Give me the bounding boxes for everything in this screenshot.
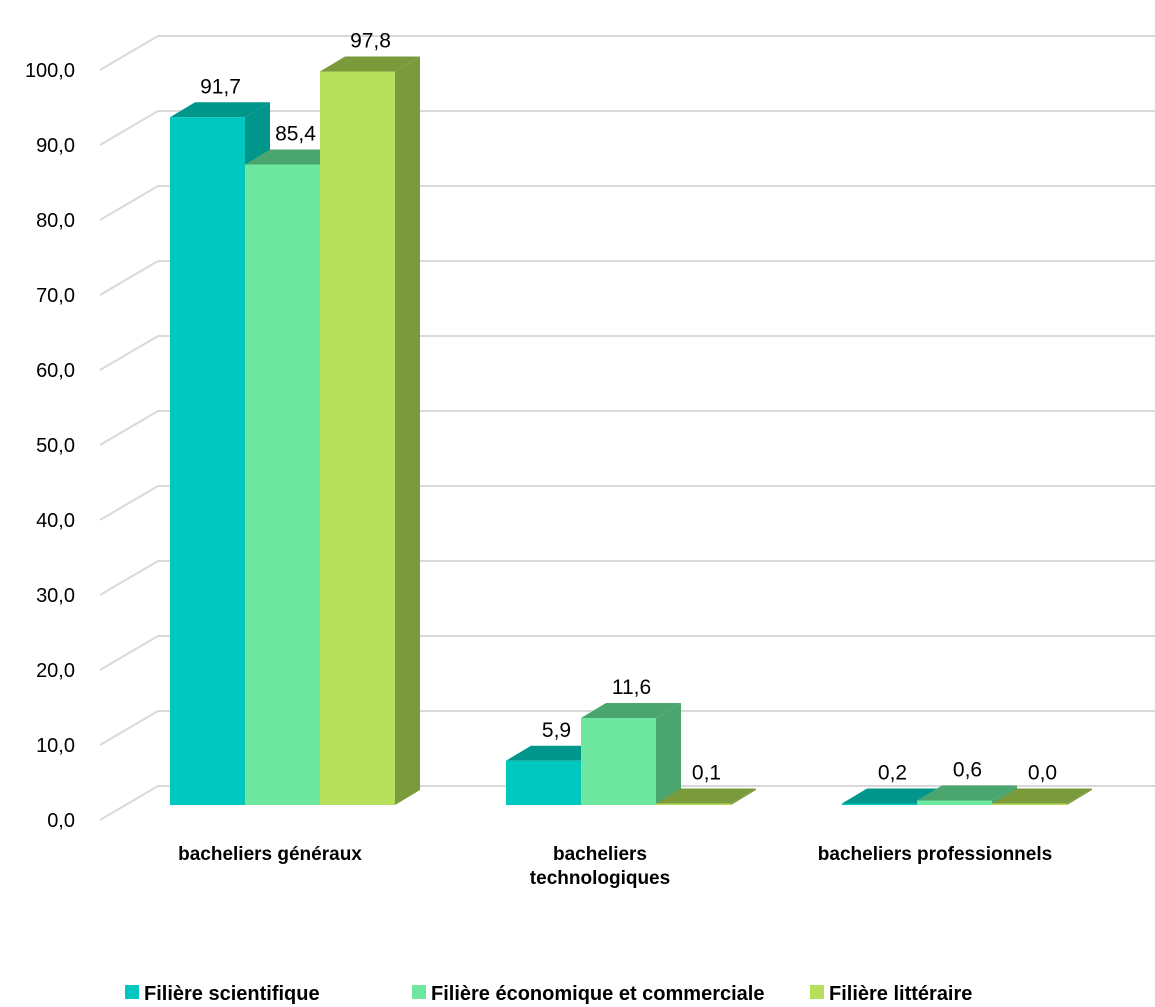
category-label: bacheliers: [553, 844, 647, 865]
gridline-diagonal: [99, 785, 159, 821]
bar[interactable]: [842, 803, 917, 806]
gridline-diagonal: [99, 710, 159, 746]
bar-top: [170, 102, 270, 118]
gridline-diagonal: [99, 110, 159, 146]
bar-top: [320, 56, 420, 72]
legend-swatch: [412, 985, 426, 999]
data-label: 5,9: [542, 719, 571, 742]
gridline-diagonal: [99, 335, 159, 371]
data-label: 11,6: [612, 676, 651, 699]
data-label: 85,4: [275, 123, 316, 146]
gridline-diagonal: [99, 560, 159, 596]
legend-label: Filière économique et commerciale: [431, 983, 764, 1005]
bar[interactable]: [917, 800, 992, 806]
bar[interactable]: [245, 164, 320, 806]
bar-side: [656, 703, 681, 805]
bar-side: [395, 56, 420, 805]
y-tick-label: 50,0: [36, 435, 75, 457]
category-label: bacheliers professionnels: [818, 844, 1052, 865]
bar[interactable]: [320, 71, 395, 806]
data-label: 97,8: [350, 30, 391, 53]
bar-side: [731, 788, 756, 805]
gridline-diagonal: [99, 485, 159, 521]
legend-label: Filière scientifique: [144, 983, 320, 1005]
gridline-diagonal: [99, 635, 159, 671]
bar-top: [842, 788, 942, 804]
y-tick-label: 60,0: [36, 360, 75, 382]
bar-top: [656, 788, 756, 804]
y-tick-label: 100,0: [25, 60, 75, 82]
bar-side: [1067, 788, 1092, 805]
category-label: bacheliers généraux: [178, 844, 362, 865]
y-tick-label: 10,0: [36, 735, 75, 757]
bar[interactable]: [170, 117, 245, 805]
y-tick-label: 90,0: [36, 135, 75, 157]
gridline-diagonal: [99, 185, 159, 221]
legend-swatch: [810, 985, 824, 999]
y-tick-label: 70,0: [36, 285, 75, 307]
gridline-diagonal: [99, 260, 159, 296]
y-tick-label: 20,0: [36, 660, 75, 682]
data-label: 91,7: [200, 75, 241, 98]
bar-top: [992, 788, 1092, 804]
data-label: 0,1: [692, 762, 721, 785]
data-label: 0,6: [953, 759, 982, 782]
bar[interactable]: [656, 803, 731, 806]
y-tick-label: 30,0: [36, 585, 75, 607]
bar-top: [917, 785, 1017, 801]
legend-label: Filière littéraire: [829, 983, 972, 1005]
gridline-diagonal: [99, 410, 159, 446]
data-label: 0,2: [878, 762, 907, 785]
bar[interactable]: [992, 803, 1067, 806]
legend-swatch: [125, 985, 139, 999]
gridline-diagonal: [99, 35, 159, 71]
y-tick-label: 80,0: [36, 210, 75, 232]
bar[interactable]: [581, 718, 656, 805]
category-label: technologiques: [530, 868, 670, 889]
y-tick-label: 0,0: [47, 810, 75, 832]
bar-top: [581, 703, 681, 718]
data-label: 0,0: [1028, 762, 1057, 785]
bar[interactable]: [506, 760, 581, 805]
y-tick-label: 40,0: [36, 510, 75, 532]
